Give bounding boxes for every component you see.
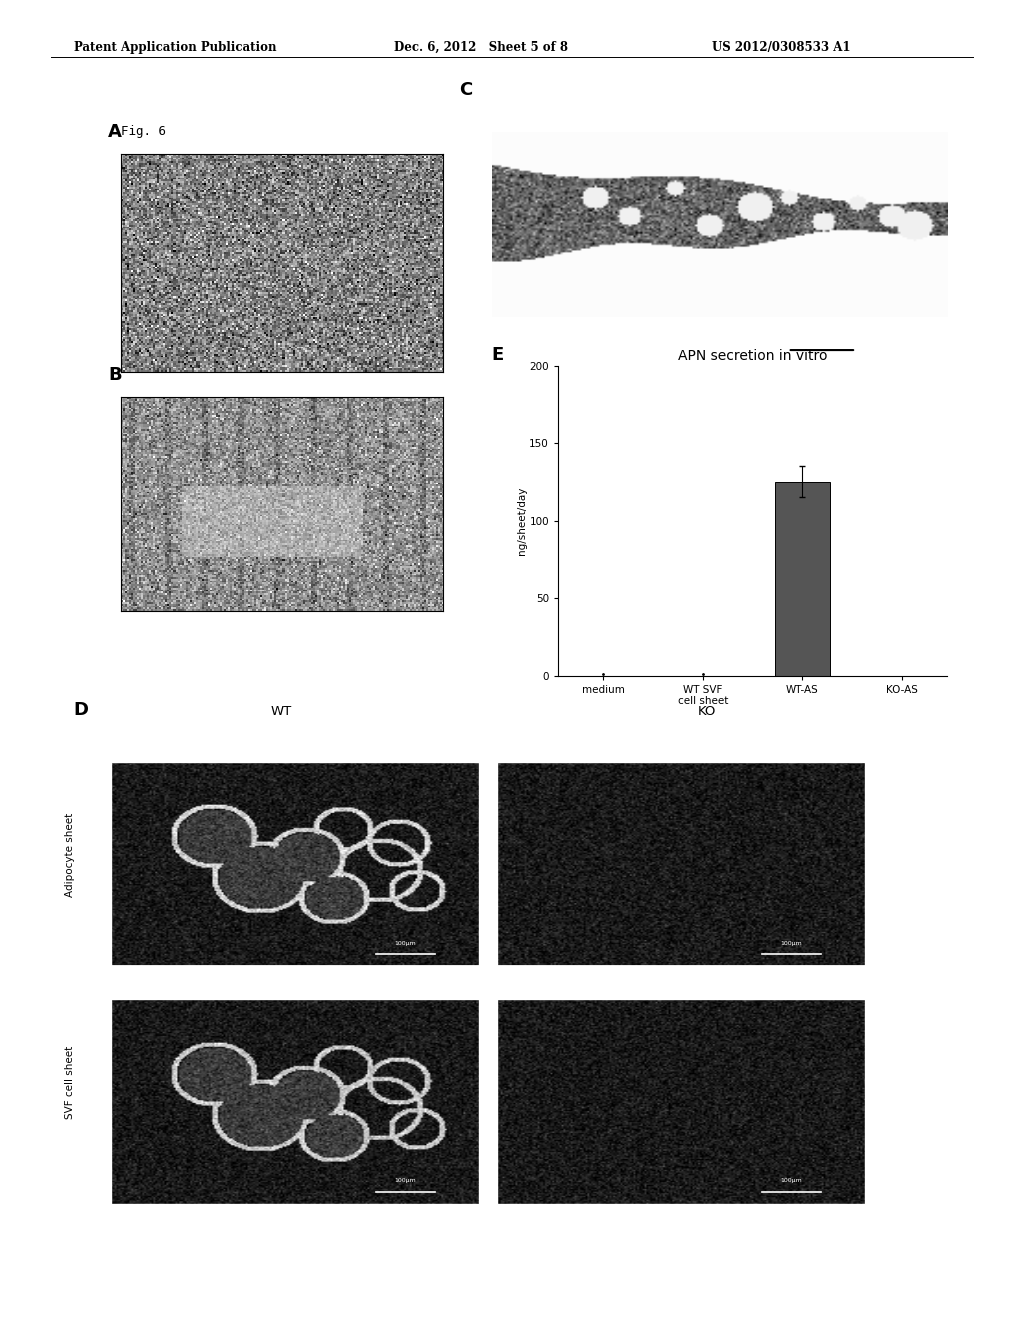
Text: 100μm: 100μm — [780, 941, 803, 945]
Y-axis label: ng/sheet/day: ng/sheet/day — [516, 487, 526, 554]
Text: A: A — [108, 123, 122, 141]
Text: 100μm: 100μm — [780, 1179, 803, 1183]
Text: 100μm: 100μm — [807, 372, 837, 381]
Title: APN secretion in vitro: APN secretion in vitro — [678, 348, 827, 363]
Text: C: C — [460, 81, 473, 99]
Text: E: E — [492, 346, 504, 364]
Text: B: B — [108, 367, 122, 384]
Bar — [775, 482, 829, 676]
Text: WT: WT — [271, 705, 292, 718]
Text: 100μm: 100μm — [394, 1179, 417, 1183]
Text: Dec. 6, 2012   Sheet 5 of 8: Dec. 6, 2012 Sheet 5 of 8 — [394, 41, 568, 54]
Text: D: D — [74, 701, 89, 719]
Text: US 2012/0308533 A1: US 2012/0308533 A1 — [712, 41, 850, 54]
Text: Patent Application Publication: Patent Application Publication — [74, 41, 276, 54]
Text: 100μm: 100μm — [394, 941, 417, 945]
Text: Adipocyte sheet: Adipocyte sheet — [65, 813, 75, 898]
Text: SVF cell sheet: SVF cell sheet — [65, 1045, 75, 1119]
Text: Fig. 6: Fig. 6 — [121, 125, 166, 139]
Text: KO: KO — [697, 705, 716, 718]
